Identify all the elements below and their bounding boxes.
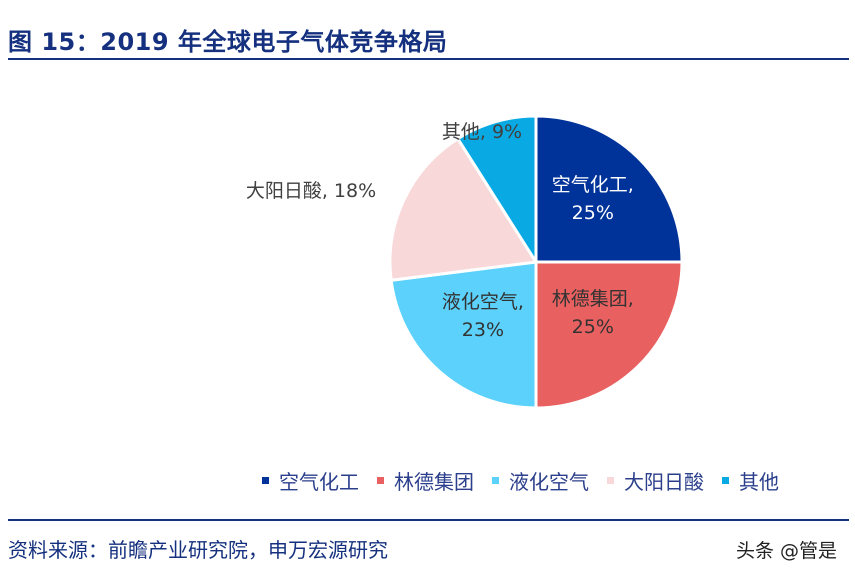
- pie-slice-1: [534, 260, 684, 410]
- source-note: 资料来源：前瞻产业研究院，申万宏源研究: [8, 538, 388, 562]
- slice-label-0: 空气化工, 25%: [552, 174, 634, 224]
- pie-slice-4: [455, 114, 538, 268]
- page-title: 图 15：2019 年全球电子气体竞争格局: [8, 28, 448, 56]
- legend-item-yehua: 液化空气: [492, 466, 589, 495]
- legend-label: 其他: [739, 470, 779, 494]
- footer-divider: [8, 519, 849, 521]
- slice-label-4: 其他, 9%: [442, 121, 522, 143]
- legend-swatch: [262, 477, 269, 484]
- watermark: 头条 @管是: [735, 540, 837, 562]
- legend-label: 大阳日酸: [624, 470, 704, 494]
- legend-swatch: [492, 477, 499, 484]
- legend-label: 空气化工: [279, 470, 359, 494]
- legend-swatch: [722, 477, 729, 484]
- chart-legend: 空气化工 林德集团 液化空气 大阳日酸 其他: [262, 466, 779, 495]
- title-divider: [8, 58, 849, 60]
- legend-label: 林德集团: [394, 470, 474, 494]
- legend-item-dayang: 大阳日酸: [607, 466, 704, 495]
- slice-label-1: 林德集团, 25%: [552, 288, 634, 338]
- slice-label-3: 大阳日酸, 18%: [246, 180, 376, 202]
- legend-item-kongqi: 空气化工: [262, 466, 359, 495]
- pie-chart: 空气化工, 25% 林德集团, 25% 液化空气, 23% 大阳日酸, 18% 其他, 9%: [246, 114, 684, 410]
- legend-swatch: [607, 477, 614, 484]
- legend-label: 液化空气: [509, 470, 589, 494]
- legend-item-linde: 林德集团: [377, 466, 474, 495]
- legend-item-other: 其他: [722, 466, 779, 495]
- slice-label-2: 液化空气, 23%: [442, 291, 524, 341]
- pie-slice-3: [388, 136, 539, 282]
- pie-slice-2: [389, 260, 538, 410]
- pie-slice-0: [534, 114, 684, 264]
- legend-swatch: [377, 477, 384, 484]
